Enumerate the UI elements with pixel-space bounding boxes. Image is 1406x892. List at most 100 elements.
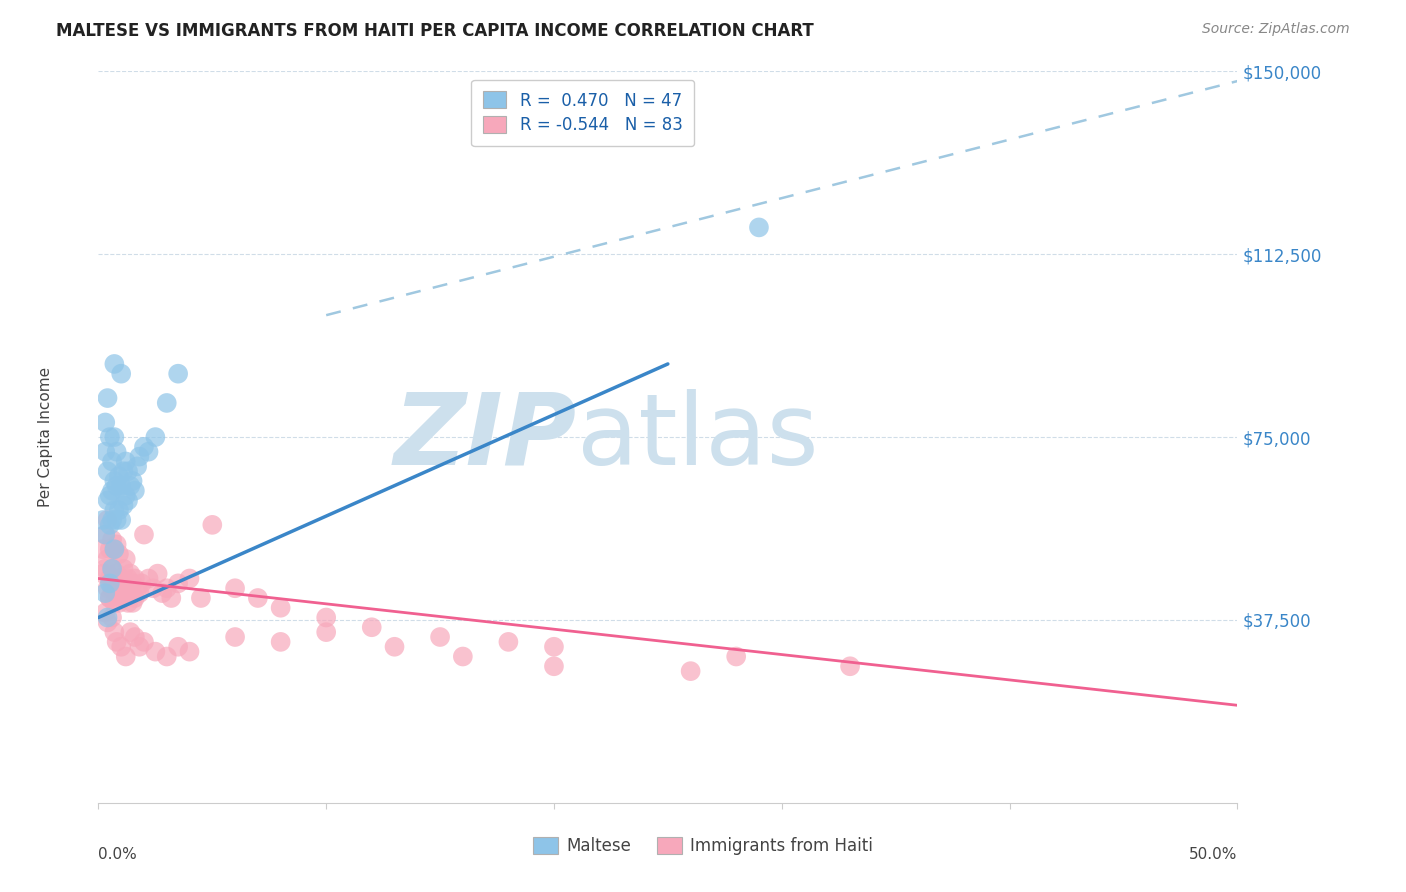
Point <box>91 566 114 581</box>
Point <box>101 581 124 595</box>
Point <box>103 542 125 557</box>
Point <box>120 586 142 600</box>
Point <box>103 430 125 444</box>
Point <box>96 493 118 508</box>
Point <box>190 591 212 605</box>
Point <box>315 610 337 624</box>
Point <box>110 591 132 605</box>
Point <box>114 649 136 664</box>
Point <box>124 591 146 605</box>
Point <box>108 547 131 561</box>
Point <box>91 542 114 557</box>
Point <box>156 396 179 410</box>
Point <box>114 552 136 566</box>
Point <box>110 367 132 381</box>
Point <box>103 503 125 517</box>
Point <box>94 416 117 430</box>
Point <box>121 596 143 610</box>
Point <box>94 527 117 541</box>
Point <box>103 357 125 371</box>
Point <box>156 581 179 595</box>
Point <box>121 576 143 591</box>
Point <box>105 566 128 581</box>
Point <box>270 635 292 649</box>
Point <box>167 640 190 654</box>
Text: Source: ZipAtlas.com: Source: ZipAtlas.com <box>1202 22 1350 37</box>
Point <box>98 591 121 605</box>
Point <box>120 566 142 581</box>
Point <box>120 479 142 493</box>
Point <box>543 640 565 654</box>
Point <box>132 440 155 454</box>
Text: 50.0%: 50.0% <box>1189 847 1237 862</box>
Point <box>94 586 117 600</box>
Point <box>91 513 114 527</box>
Point <box>108 576 131 591</box>
Point <box>98 591 121 605</box>
Point <box>108 503 131 517</box>
Point <box>246 591 269 605</box>
Point <box>112 562 135 576</box>
Point <box>138 572 160 586</box>
Point <box>101 533 124 547</box>
Point <box>101 483 124 498</box>
Point <box>132 527 155 541</box>
Point <box>98 572 121 586</box>
Point <box>105 444 128 458</box>
Point <box>114 489 136 503</box>
Point <box>124 483 146 498</box>
Point <box>224 581 246 595</box>
Point <box>451 649 474 664</box>
Point <box>101 562 124 576</box>
Point <box>103 625 125 640</box>
Point <box>108 469 131 483</box>
Point <box>201 517 224 532</box>
Point <box>94 444 117 458</box>
Point <box>110 479 132 493</box>
Point <box>120 625 142 640</box>
Point <box>96 610 118 624</box>
Point <box>150 586 173 600</box>
Point <box>315 625 337 640</box>
Point <box>167 367 190 381</box>
Point <box>110 572 132 586</box>
Point <box>145 645 167 659</box>
Point <box>101 610 124 624</box>
Point <box>98 576 121 591</box>
Point <box>103 596 125 610</box>
Point <box>98 517 121 532</box>
Text: atlas: atlas <box>576 389 818 485</box>
Point <box>224 630 246 644</box>
Point <box>105 586 128 600</box>
Point <box>96 615 118 630</box>
Point <box>179 572 201 586</box>
Point <box>121 474 143 488</box>
Point <box>839 659 862 673</box>
Point <box>96 513 118 527</box>
Point <box>105 513 128 527</box>
Point <box>167 576 190 591</box>
Point <box>498 635 520 649</box>
Text: MALTESE VS IMMIGRANTS FROM HAITI PER CAPITA INCOME CORRELATION CHART: MALTESE VS IMMIGRANTS FROM HAITI PER CAP… <box>56 22 814 40</box>
Point <box>94 562 117 576</box>
Point <box>179 645 201 659</box>
Point <box>101 513 124 527</box>
Point <box>98 430 121 444</box>
Point <box>101 562 124 576</box>
Point <box>384 640 406 654</box>
Point <box>117 572 139 586</box>
Point <box>96 581 118 595</box>
Point <box>94 527 117 541</box>
Point <box>543 659 565 673</box>
Point <box>114 581 136 595</box>
Point <box>117 493 139 508</box>
Point <box>131 576 153 591</box>
Point <box>117 596 139 610</box>
Point <box>145 430 167 444</box>
Point <box>114 454 136 468</box>
Point <box>156 649 179 664</box>
Point <box>108 596 131 610</box>
Text: ZIP: ZIP <box>394 389 576 485</box>
Point <box>132 635 155 649</box>
Point <box>103 572 125 586</box>
